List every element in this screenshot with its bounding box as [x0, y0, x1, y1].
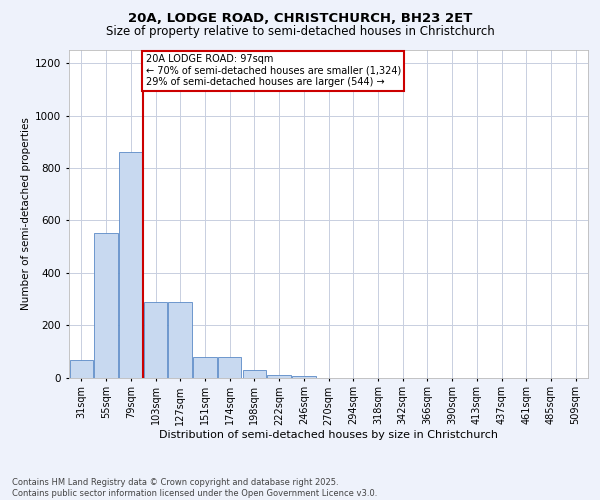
Bar	[70, 360, 93, 378]
X-axis label: Distribution of semi-detached houses by size in Christchurch: Distribution of semi-detached houses by …	[159, 430, 498, 440]
Text: 20A LODGE ROAD: 97sqm
← 70% of semi-detached houses are smaller (1,324)
29% of s: 20A LODGE ROAD: 97sqm ← 70% of semi-deta…	[146, 54, 401, 87]
Text: 20A, LODGE ROAD, CHRISTCHURCH, BH23 2ET: 20A, LODGE ROAD, CHRISTCHURCH, BH23 2ET	[128, 12, 472, 26]
Text: Size of property relative to semi-detached houses in Christchurch: Size of property relative to semi-detach…	[106, 25, 494, 38]
Bar	[268, 375, 291, 378]
Y-axis label: Number of semi-detached properties: Number of semi-detached properties	[21, 118, 31, 310]
Bar	[218, 356, 241, 378]
Bar	[242, 370, 266, 378]
Bar	[169, 302, 192, 378]
Bar	[292, 376, 316, 378]
Bar	[193, 356, 217, 378]
Bar	[119, 152, 143, 378]
Bar	[94, 234, 118, 378]
Text: Contains HM Land Registry data © Crown copyright and database right 2025.
Contai: Contains HM Land Registry data © Crown c…	[12, 478, 377, 498]
Bar	[144, 302, 167, 378]
